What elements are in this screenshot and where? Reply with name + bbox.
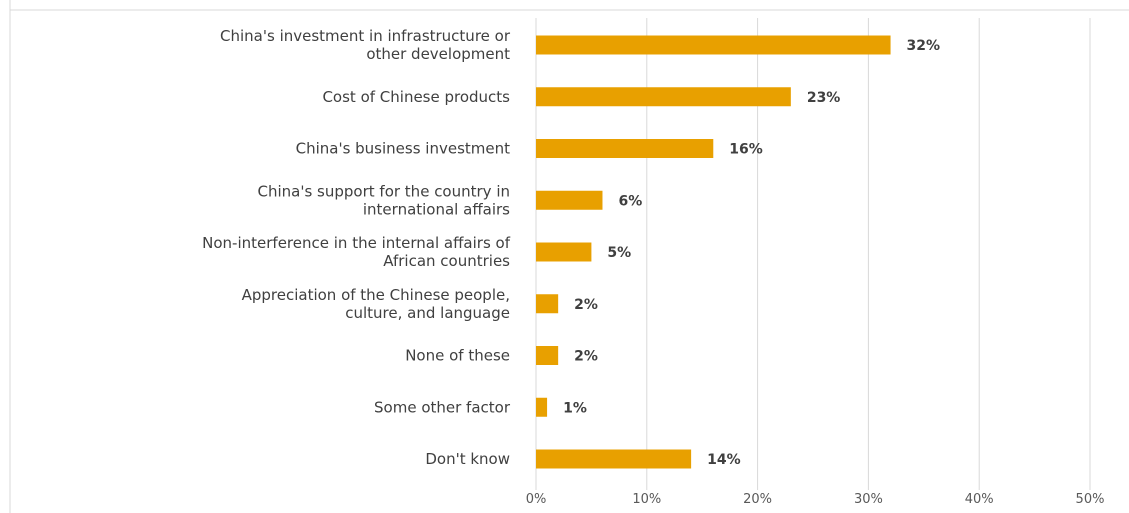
bar: [536, 449, 692, 469]
data-label: 14%: [707, 452, 741, 468]
category-label: China's investment in infrastructure or o…: [220, 27, 511, 63]
category-label-line: China's investment in infrastructure or: [220, 27, 511, 45]
x-tick-label: 40%: [965, 492, 994, 507]
category-label: Some other factor: [374, 398, 511, 416]
data-label: 6%: [618, 193, 642, 209]
category-label: China's support for the country in intern…: [258, 182, 511, 218]
category-label-line: international affairs: [363, 200, 510, 218]
x-tick-label: 10%: [632, 492, 661, 507]
data-labels: 32% 23% 16% 6% 5% 2% 2% 1% 14%: [563, 38, 940, 468]
x-axis-ticks: 0% 10% 20% 30% 40% 50%: [526, 492, 1105, 507]
data-label: 23%: [807, 90, 841, 106]
category-label-line: None of these: [405, 347, 510, 365]
category-label-line: Non-interference in the internal affairs…: [202, 234, 511, 252]
x-tick-label: 30%: [854, 492, 883, 507]
bar: [536, 139, 714, 158]
bar: [536, 35, 891, 55]
bar: [536, 346, 559, 365]
bar: [536, 294, 559, 314]
category-label-line: other development: [366, 45, 510, 63]
category-label: Cost of Chinese products: [322, 88, 510, 106]
category-label: China's business investment: [296, 140, 511, 158]
x-tick-label: 20%: [743, 492, 772, 507]
bar: [536, 87, 791, 107]
category-label-line: Cost of Chinese products: [322, 88, 510, 106]
category-label: Appreciation of the Chinese people, cultu…: [242, 286, 510, 322]
category-label: None of these: [405, 347, 510, 365]
data-label: 5%: [607, 245, 631, 261]
category-label-line: African countries: [383, 252, 510, 270]
bar: [536, 397, 548, 417]
category-label-line: Don't know: [425, 450, 510, 468]
category-label: Non-interference in the internal affairs…: [202, 234, 511, 270]
category-label-line: culture, and language: [345, 304, 510, 322]
category-label-line: Some other factor: [374, 398, 511, 416]
data-label: 2%: [574, 349, 598, 365]
bars: [536, 35, 891, 469]
x-tick-label: 0%: [526, 492, 547, 507]
category-label: Don't know: [425, 450, 510, 468]
category-label-line: Appreciation of the Chinese people,: [242, 286, 510, 304]
data-label: 16%: [729, 142, 763, 158]
data-label: 32%: [907, 38, 941, 54]
bar: [536, 190, 603, 210]
data-label: 1%: [563, 400, 587, 416]
category-label-line: China's support for the country in: [258, 182, 511, 200]
category-labels: China's investment in infrastructure or o…: [202, 27, 511, 468]
category-label-line: China's business investment: [296, 140, 511, 158]
bar: [536, 242, 592, 262]
data-label: 2%: [574, 297, 598, 313]
x-tick-label: 50%: [1076, 492, 1105, 507]
